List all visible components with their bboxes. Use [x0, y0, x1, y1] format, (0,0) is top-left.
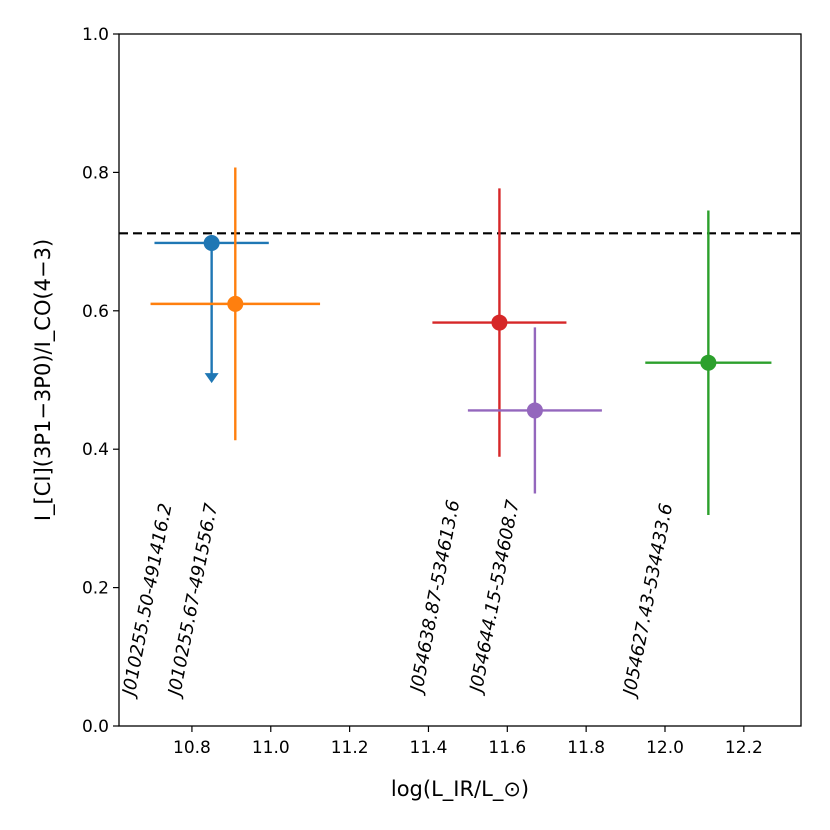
x-tick-label: 12.2 [725, 738, 763, 758]
data-point [203, 234, 220, 251]
axis-labels: log(L_IR/L_⊙) I_[CI](3P1−3P0)/I_CO(4−3) [31, 239, 529, 802]
series-3 [432, 188, 567, 457]
x-tick-label: 12.0 [646, 738, 684, 758]
x-tick-label: 11.6 [488, 738, 526, 758]
series-2 [150, 167, 321, 441]
upper-limit-arrow-head [204, 373, 219, 384]
y-tick-label: 0.8 [82, 163, 109, 183]
source-label: J054627.43-534433.6 [619, 502, 677, 700]
source-label: J054638.87-534613.6 [406, 498, 464, 696]
y-tick-label: 0.6 [82, 302, 109, 322]
x-tick-label: 11.0 [252, 738, 290, 758]
source-label: J010255.67-491556.7 [164, 501, 223, 700]
data-point [700, 354, 717, 371]
data-point [227, 295, 244, 312]
x-axis-label: log(L_IR/L_⊙) [391, 777, 529, 802]
series-4 [467, 327, 602, 494]
axis-ticks: 10.8 11.0 11.2 11.4 11.6 11.8 12.0 12.2 0.0 0.2 0.… [82, 25, 763, 758]
data-point [526, 402, 543, 419]
x-tick-label: 11.2 [331, 738, 369, 758]
y-axis-label: I_[CI](3P1−3P0)/I_CO(4−3) [31, 239, 56, 521]
y-tick-label: 0.2 [82, 579, 109, 599]
y-tick-label: 1.0 [82, 25, 109, 45]
y-tick-label: 0.4 [82, 440, 109, 460]
source-label: J054644.15-534608.7 [465, 498, 524, 697]
data-point [491, 314, 508, 331]
x-tick-label: 10.8 [173, 738, 211, 758]
series-group [150, 167, 772, 515]
x-tick-label: 11.8 [567, 738, 605, 758]
x-tick-label: 11.4 [410, 738, 448, 758]
y-tick-label: 0.0 [82, 717, 109, 737]
source-label: J010255.50-491416.2 [118, 502, 176, 700]
series-5 [645, 210, 772, 515]
plot-frame [118, 33, 802, 727]
series-1 [154, 234, 269, 384]
